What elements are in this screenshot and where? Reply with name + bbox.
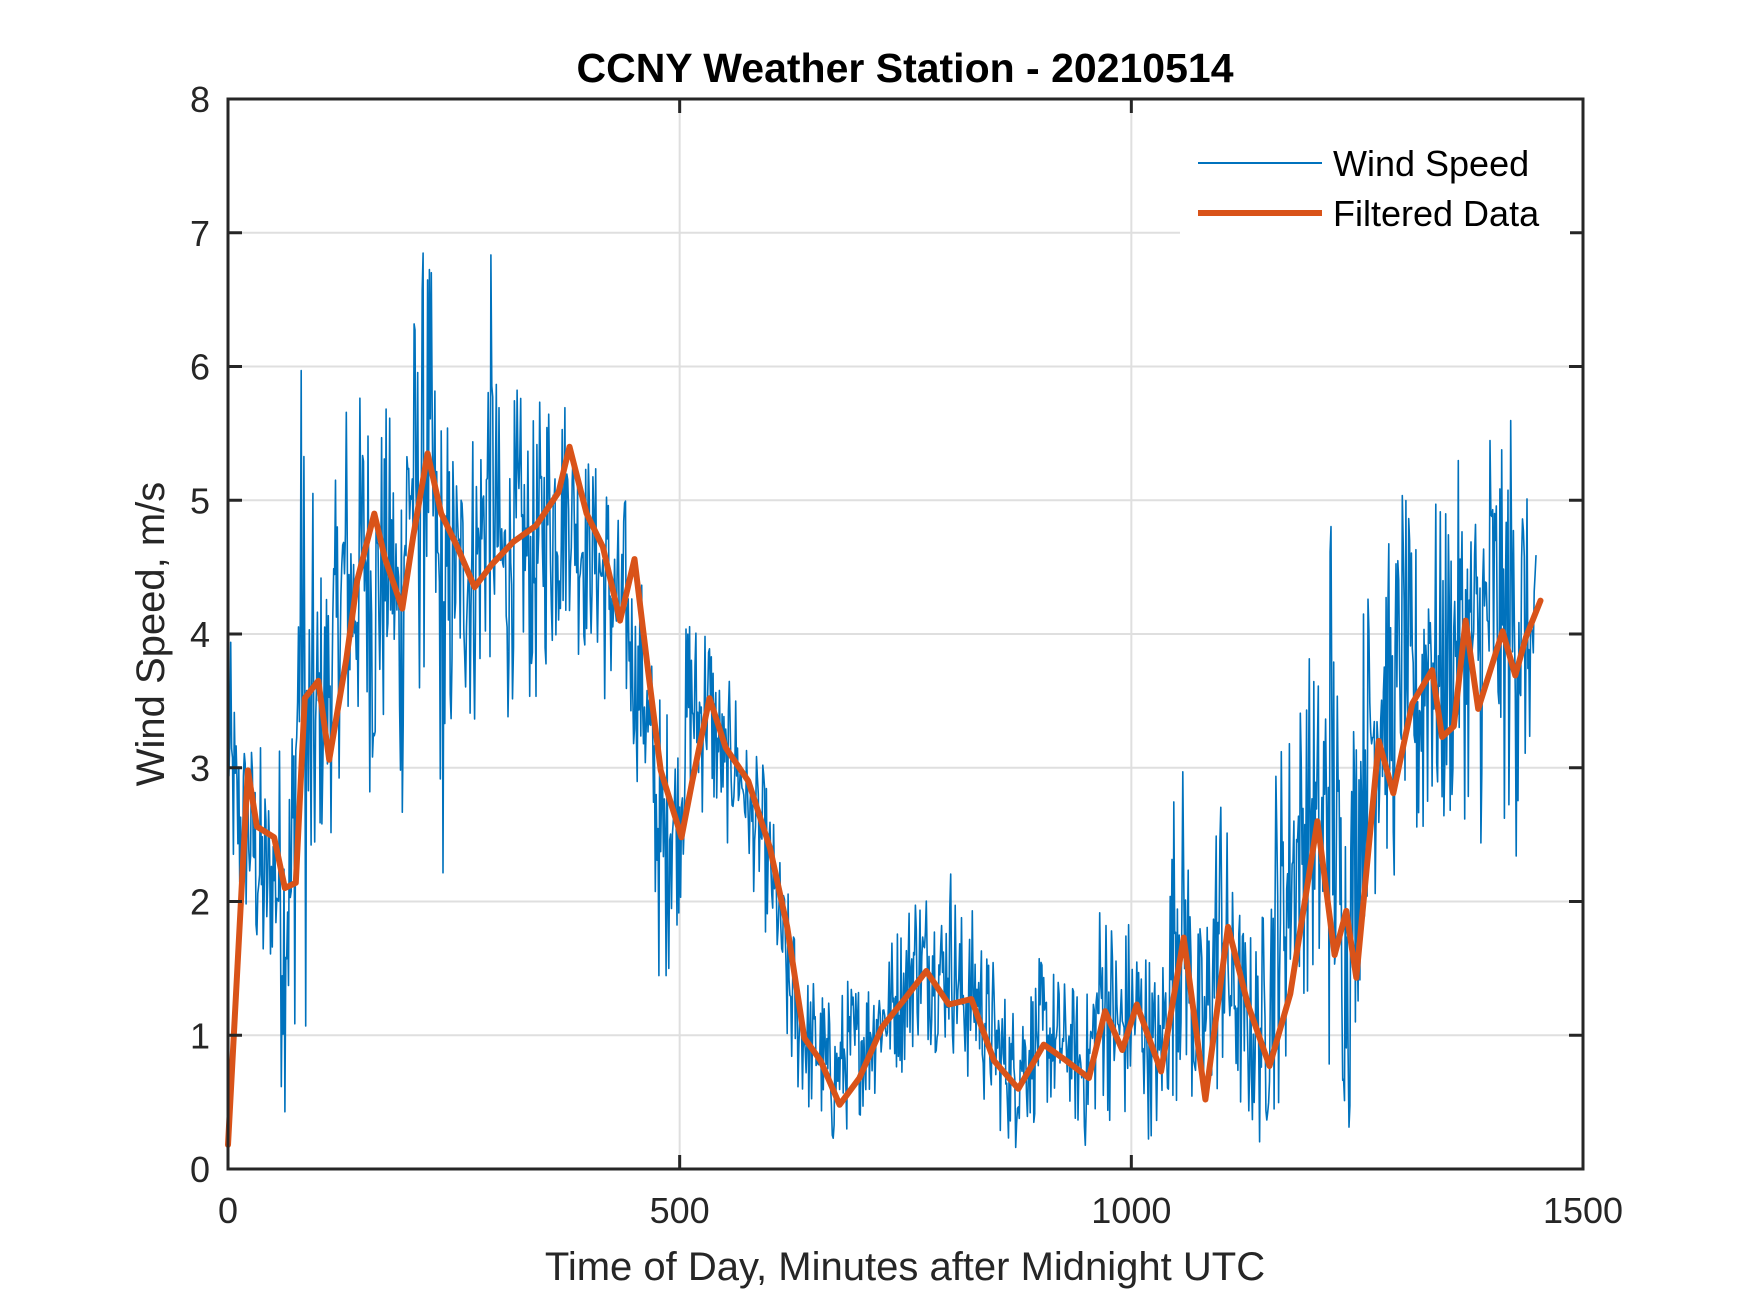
chart-title: CCNY Weather Station - 20210514 — [576, 45, 1233, 91]
y-tick-label: 2 — [190, 882, 210, 923]
y-tick-labels: 0 1 2 3 4 5 6 7 8 — [190, 79, 210, 1190]
legend: Wind Speed Filtered Data — [1180, 135, 1570, 245]
y-tick-label: 4 — [190, 614, 210, 655]
wind-speed-line — [227, 252, 1537, 1149]
x-tick-label: 1000 — [1091, 1190, 1171, 1231]
legend-label-wind-speed: Wind Speed — [1333, 143, 1529, 184]
y-tick-label: 5 — [190, 480, 210, 521]
y-axis-label: Wind Speed, m/s — [129, 482, 173, 787]
wind-speed-series — [227, 252, 1537, 1149]
y-tick-label: 8 — [190, 79, 210, 120]
y-tick-label: 3 — [190, 748, 210, 789]
filtered-data-series — [225, 443, 1544, 1148]
y-tick-label: 0 — [190, 1149, 210, 1190]
y-tick-label: 1 — [190, 1015, 210, 1056]
x-tick-label: 1500 — [1543, 1190, 1623, 1231]
x-tick-labels: 0 500 1000 1500 — [218, 1190, 1623, 1231]
legend-label-filtered-data: Filtered Data — [1333, 193, 1540, 234]
legend-background — [1180, 135, 1570, 245]
x-axis-label: Time of Day, Minutes after Midnight UTC — [545, 1245, 1265, 1289]
tick-marks — [226, 97, 1585, 1171]
y-tick-label: 7 — [190, 213, 210, 254]
y-tick-label: 6 — [190, 347, 210, 388]
x-tick-label: 0 — [218, 1190, 238, 1231]
x-tick-label: 500 — [650, 1190, 710, 1231]
